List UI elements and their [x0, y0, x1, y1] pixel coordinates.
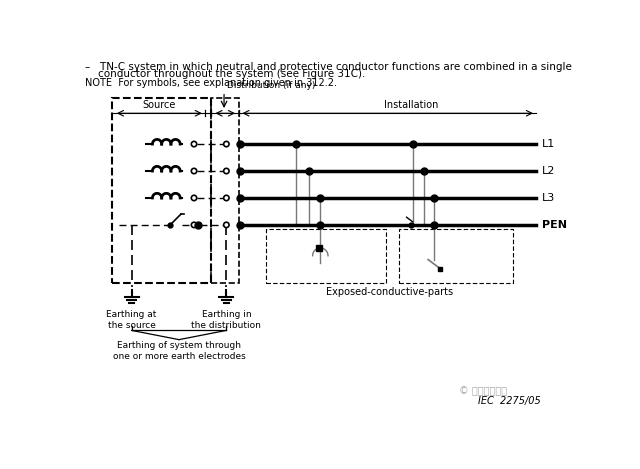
Text: L1: L1: [542, 139, 556, 149]
Text: Earthing of system through
one or more earth electrodes: Earthing of system through one or more e…: [113, 341, 245, 361]
Bar: [211, 98, 239, 283]
Circle shape: [223, 168, 229, 174]
Circle shape: [223, 222, 229, 227]
Circle shape: [191, 195, 196, 201]
Text: NOTE  For symbols, see explanation given in 312.2.: NOTE For symbols, see explanation given …: [86, 78, 337, 88]
Text: conductor throughout the system (see Figure 31C).: conductor throughout the system (see Fig…: [86, 69, 366, 79]
Text: © 电工电气学习: © 电工电气学习: [459, 386, 507, 396]
Text: L3: L3: [542, 193, 556, 203]
Circle shape: [191, 168, 196, 174]
Text: –   TN-C system in which neutral and protective conductor functions are combined: – TN-C system in which neutral and prote…: [86, 61, 572, 72]
Text: L2: L2: [542, 166, 556, 176]
Circle shape: [191, 141, 196, 147]
Circle shape: [223, 195, 229, 201]
Circle shape: [223, 141, 229, 147]
Circle shape: [191, 222, 196, 227]
Text: Source: Source: [142, 100, 175, 110]
Text: IEC  2275/05: IEC 2275/05: [477, 396, 540, 406]
Text: Distribution (if any): Distribution (if any): [227, 81, 316, 90]
Bar: [113, 98, 211, 283]
Text: Installation: Installation: [383, 100, 438, 110]
Bar: [399, 229, 513, 283]
Text: Earthing in
the distribution: Earthing in the distribution: [191, 310, 261, 330]
Text: Earthing at
the source: Earthing at the source: [106, 310, 157, 330]
Text: PEN: PEN: [542, 220, 567, 230]
Text: Exposed-conductive-parts: Exposed-conductive-parts: [326, 287, 453, 297]
Bar: [266, 229, 386, 283]
